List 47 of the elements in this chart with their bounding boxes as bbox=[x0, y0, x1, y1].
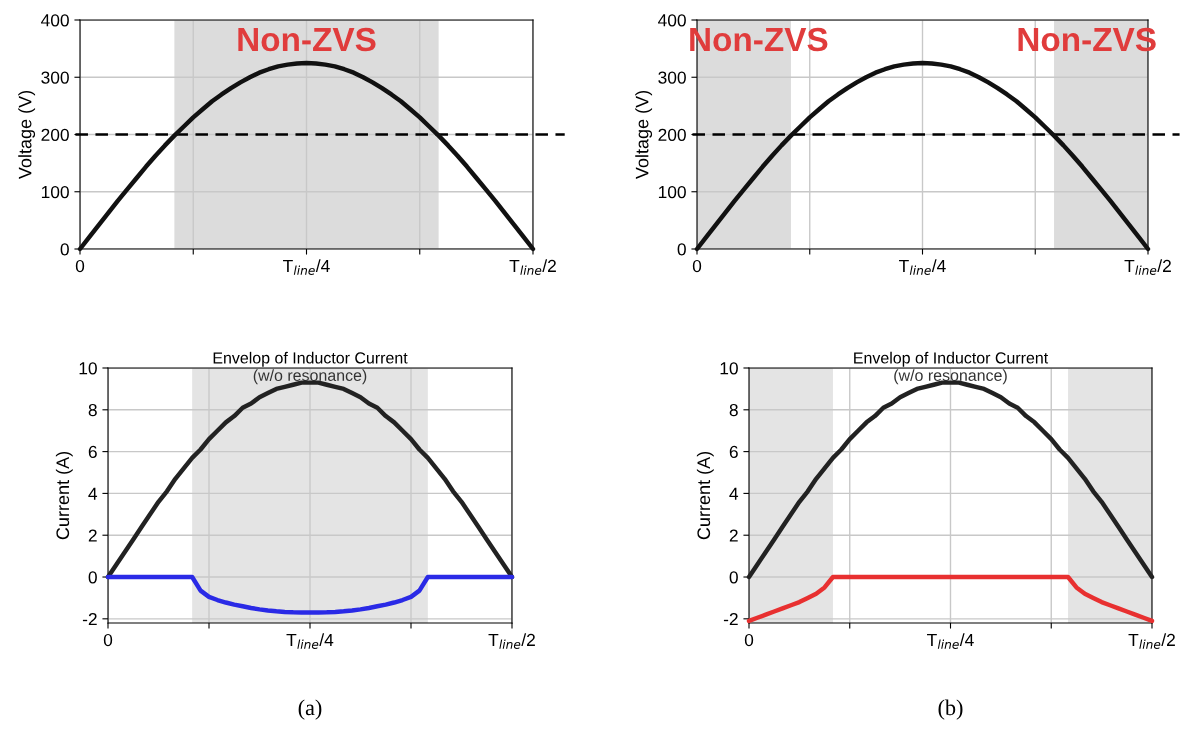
y-tick-label: 300 bbox=[658, 71, 686, 84]
text: (b) bbox=[938, 699, 963, 720]
y-tick-label: 8 bbox=[88, 403, 97, 417]
x-tick-label: T$_{line}$/4 bbox=[286, 633, 334, 649]
x-tick-label: T$_{line}$/4 bbox=[899, 259, 946, 275]
y-tick-label: 2 bbox=[88, 529, 97, 542]
y-tick-label: 2 bbox=[729, 529, 738, 542]
x-tick-label: T$_{line}$/2 bbox=[488, 633, 535, 649]
x-tick-label: T$_{line}$/4 bbox=[927, 633, 974, 649]
annotation: Non-ZVS bbox=[238, 27, 376, 52]
y-tick-label: 6 bbox=[729, 445, 738, 459]
text: (a) bbox=[298, 699, 322, 720]
y-tick-label: 100 bbox=[658, 185, 686, 199]
y-tick-label: -2 bbox=[723, 612, 738, 626]
y-tick-label: 200 bbox=[658, 128, 686, 141]
y-tick-label: 10 bbox=[79, 362, 97, 375]
y-tick-label: 0 bbox=[677, 243, 686, 256]
y-tick-label: 400 bbox=[41, 14, 69, 27]
y-axis-title: Current (A) bbox=[696, 451, 714, 540]
x-tick-label: 0 bbox=[103, 633, 113, 647]
y-tick-label: 4 bbox=[88, 487, 98, 500]
x-tick-label: T$_{line}$/4 bbox=[283, 259, 330, 275]
x-tick-label: T$_{line}$/2 bbox=[509, 259, 556, 275]
y-tick-label: -2 bbox=[82, 612, 97, 626]
chart-subtitle: (w/o resonance) bbox=[894, 369, 1007, 385]
y-axis-title: Voltage (V) bbox=[635, 90, 653, 180]
y-tick-label: 400 bbox=[658, 14, 686, 27]
y-tick-label: 0 bbox=[729, 571, 738, 584]
y-tick-label: 200 bbox=[41, 128, 69, 141]
y-tick-label: 4 bbox=[729, 487, 739, 500]
y-tick-label: 8 bbox=[729, 403, 738, 417]
x-tick-label: T$_{line}$/2 bbox=[1128, 633, 1175, 649]
x-tick-label: 0 bbox=[744, 633, 754, 647]
y-tick-label: 0 bbox=[60, 243, 69, 256]
x-tick-label: T$_{line}$/2 bbox=[1124, 259, 1171, 275]
y-tick-label: 300 bbox=[41, 71, 69, 84]
chart-title: Envelop of Inductor Current bbox=[854, 351, 1049, 367]
chart-subtitle: (w/o resonance) bbox=[253, 369, 367, 385]
line-series bbox=[105, 574, 515, 615]
y-axis-title: Current (A) bbox=[55, 451, 73, 540]
y-axis-title: Voltage (V) bbox=[18, 90, 36, 180]
y-tick-label: 100 bbox=[41, 185, 69, 199]
y-tick-label: 6 bbox=[88, 445, 97, 459]
x-tick-label: 0 bbox=[692, 259, 702, 273]
y-tick-label: 10 bbox=[720, 362, 738, 375]
y-tick-label: 0 bbox=[88, 571, 97, 584]
chart-title: Envelop of Inductor Current bbox=[213, 351, 408, 367]
